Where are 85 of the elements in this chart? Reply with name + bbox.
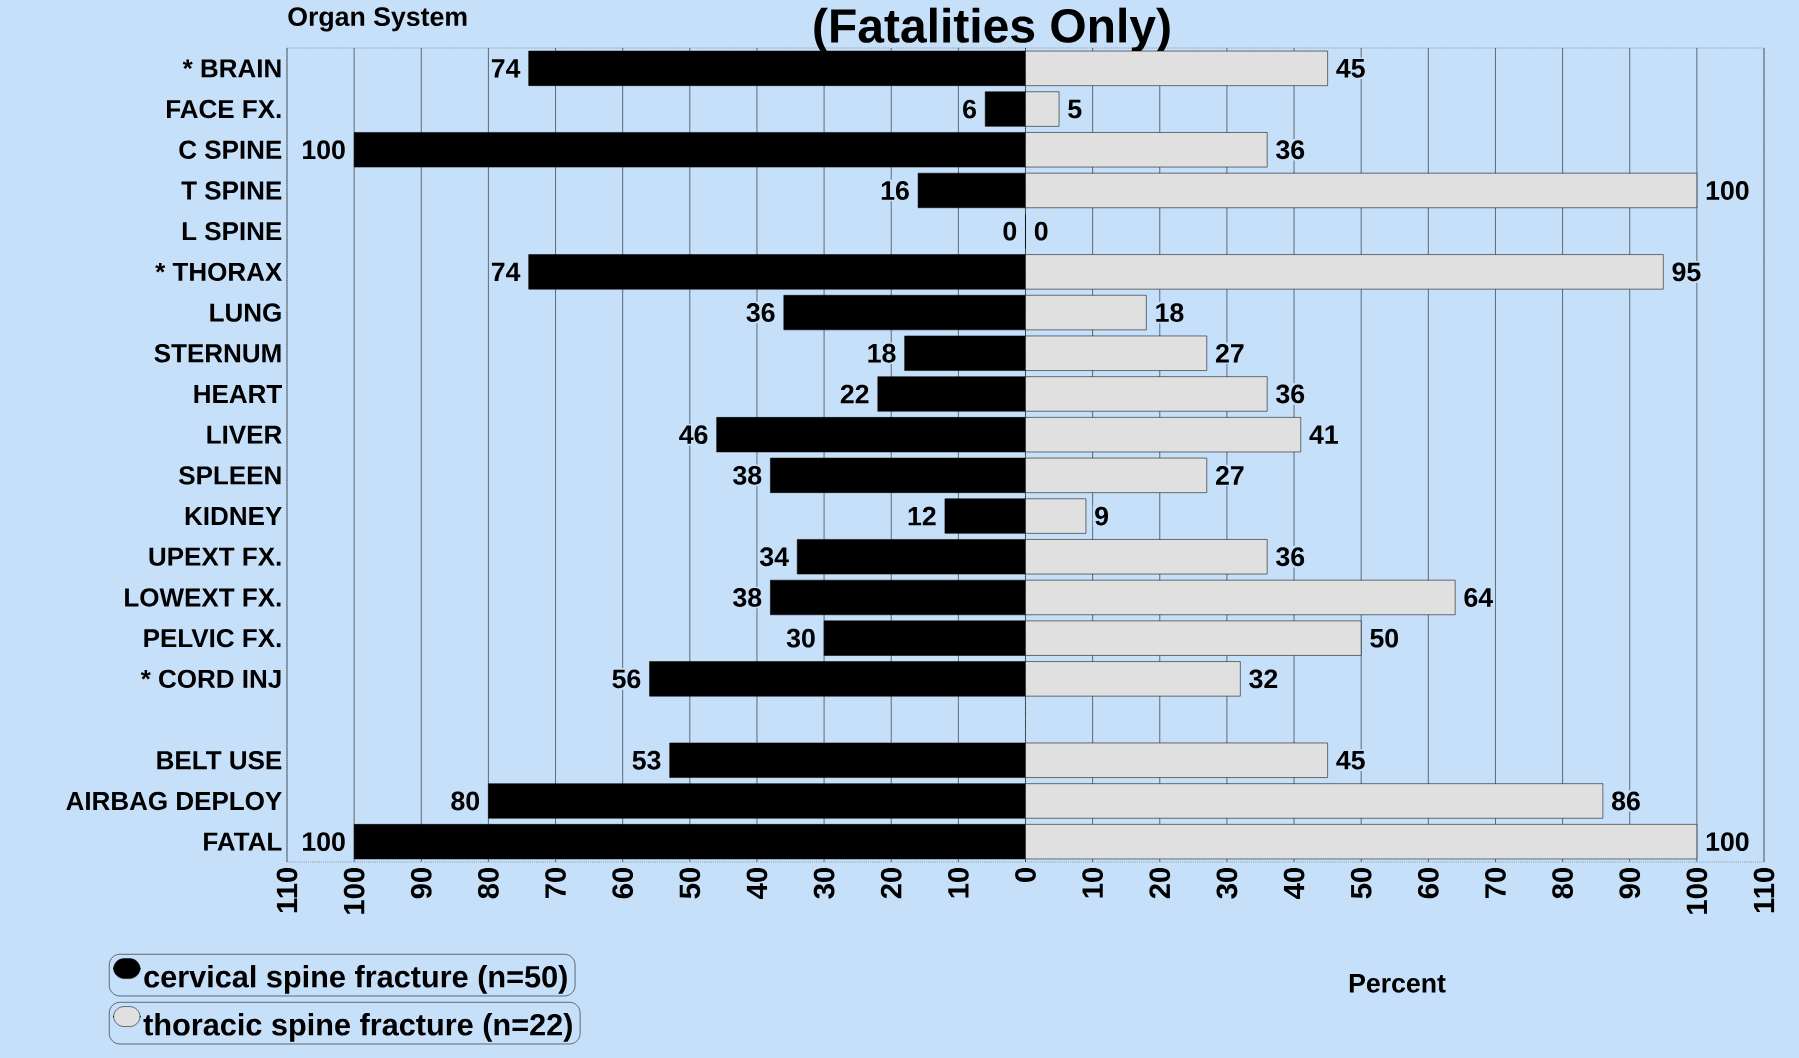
x-tick-label: 30 xyxy=(813,867,835,899)
x-tick-label: 90 xyxy=(1619,867,1641,899)
y-tick-label: FACE FX. xyxy=(167,99,281,119)
data-label: 22 xyxy=(840,384,869,404)
x-tick-label: 110 xyxy=(276,867,298,913)
data-label: 36 xyxy=(1276,384,1305,404)
y-tick-label: HEART xyxy=(194,385,282,403)
x-tick-label: 20 xyxy=(1149,867,1171,899)
x-tick-label: 10 xyxy=(1082,867,1104,898)
data-label: 36 xyxy=(746,303,775,323)
data-label: 30 xyxy=(786,628,815,648)
y-tick-label: KIDNEY xyxy=(185,507,282,525)
y-tick-label: UPEXT FX. xyxy=(149,547,281,566)
x-tick-label: 70 xyxy=(545,867,566,899)
x-tick-label: 80 xyxy=(478,867,499,899)
data-label: 0 xyxy=(1034,221,1048,241)
y-tick-label: L SPINE xyxy=(182,221,282,241)
legend-label: thoracic spine fracture (n=22) xyxy=(143,1013,572,1042)
data-label: 80 xyxy=(451,791,480,811)
x-tick-label: 110 xyxy=(1753,867,1775,913)
x-axis-title: Percent xyxy=(1349,974,1446,993)
data-label: 50 xyxy=(1370,628,1399,648)
x-tick-label: 100 xyxy=(343,867,365,914)
x-tick-label: 80 xyxy=(1552,867,1573,899)
y-tick-label: PELVIC FX. xyxy=(144,628,281,648)
data-label: 38 xyxy=(733,465,762,485)
y-tick-label: LUNG xyxy=(210,303,281,322)
x-tick-label: 30 xyxy=(1216,867,1238,899)
data-label: 34 xyxy=(759,547,789,567)
x-tick-label: 90 xyxy=(410,867,432,899)
data-label: 27 xyxy=(1215,466,1244,485)
data-label: 5 xyxy=(1068,99,1082,119)
x-tick-label: 50 xyxy=(1350,867,1372,899)
data-label: 45 xyxy=(1336,59,1365,78)
data-label: 95 xyxy=(1672,262,1701,282)
x-tick-label: 100 xyxy=(1686,867,1708,914)
y-tick-label: * BRAIN xyxy=(182,59,281,78)
y-tick-label: * CORD INJ xyxy=(140,669,281,689)
data-label: 6 xyxy=(963,99,976,119)
x-tick-label: 40 xyxy=(746,867,768,899)
x-tick-label: 60 xyxy=(1417,867,1439,899)
data-label: 12 xyxy=(908,506,936,526)
y-tick-label: LIVER xyxy=(207,425,282,444)
y-tick-label: SPLEEN xyxy=(179,466,281,485)
x-tick-label: 40 xyxy=(1283,867,1305,899)
data-label: 27 xyxy=(1215,343,1244,363)
data-label: 18 xyxy=(868,343,896,363)
data-label: 9 xyxy=(1095,506,1109,526)
y-tick-label: BELT USE xyxy=(157,751,282,770)
y-tick-label: * THORAX xyxy=(155,262,283,282)
data-label: 74 xyxy=(491,59,521,78)
data-label: 64 xyxy=(1464,588,1493,607)
data-label: 53 xyxy=(632,750,661,770)
y-tick-label: T SPINE xyxy=(181,181,282,200)
data-label: 46 xyxy=(679,425,708,445)
data-label: 100 xyxy=(303,832,345,852)
data-label: 18 xyxy=(1156,303,1184,322)
legend-label: cervical spine fracture (n=50) xyxy=(144,965,567,994)
data-label: 36 xyxy=(1276,140,1305,160)
chart-title: (Fatalities Only) xyxy=(814,7,1170,53)
data-label: 100 xyxy=(303,140,345,160)
data-label: 74 xyxy=(491,262,521,282)
data-label: 45 xyxy=(1336,750,1365,770)
y-axis-title: Organ System xyxy=(288,7,467,32)
data-label: 36 xyxy=(1276,547,1305,567)
data-label: 32 xyxy=(1249,669,1278,689)
x-tick-label: 0 xyxy=(1015,867,1036,882)
y-tick-label: LOWEXT FX. xyxy=(125,588,281,607)
data-label: 100 xyxy=(1706,832,1749,852)
data-label: 0 xyxy=(1003,221,1017,241)
y-tick-label: FATAL xyxy=(204,832,282,851)
data-label: 38 xyxy=(733,588,762,607)
data-label: 100 xyxy=(1706,181,1749,200)
data-label: 86 xyxy=(1611,791,1640,811)
x-tick-label: 20 xyxy=(880,867,902,899)
y-tick-label: STERNUM xyxy=(154,344,281,363)
y-tick-label: AIRBAG DEPLOY xyxy=(66,791,282,811)
data-label: 56 xyxy=(612,669,641,689)
x-tick-label: 70 xyxy=(1485,867,1506,899)
y-tick-label: C SPINE xyxy=(179,140,282,159)
x-tick-label: 60 xyxy=(612,867,634,899)
data-label: 41 xyxy=(1309,425,1338,444)
data-label: 16 xyxy=(881,181,909,200)
x-tick-label: 50 xyxy=(679,867,701,899)
x-tick-label: 10 xyxy=(947,867,969,898)
